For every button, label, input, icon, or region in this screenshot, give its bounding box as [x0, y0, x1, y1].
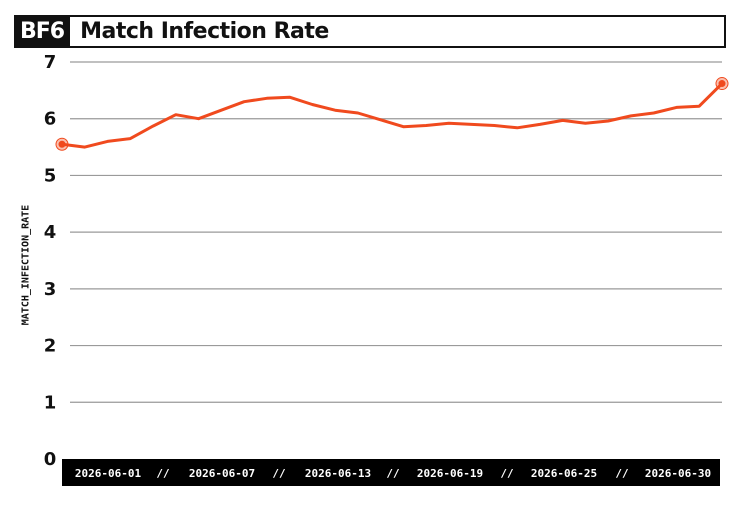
x-tick-label: 2026-06-01 [75, 467, 142, 480]
chart-title: Match Infection Rate [80, 19, 329, 44]
y-tick-label: 5 [44, 165, 57, 186]
x-tick-label: 2026-06-19 [417, 467, 483, 480]
x-tick-label: 2026-06-13 [305, 467, 371, 480]
x-tick-separator: // [386, 467, 400, 480]
x-tick-separator: // [272, 467, 286, 480]
x-tick-separator: // [500, 467, 514, 480]
y-tick-label: 3 [44, 279, 57, 300]
title-bar: BF6 Match Infection Rate [14, 15, 726, 48]
bf6-logo: BF6 [14, 15, 71, 48]
x-tick-label: 2026-06-30 [645, 467, 711, 480]
x-tick-label: 2026-06-25 [531, 467, 597, 480]
y-tick-label: 7 [44, 52, 57, 73]
x-tick-label: 2026-06-07 [189, 467, 255, 480]
y-tick-label: 1 [44, 392, 57, 413]
x-axis-bar [62, 459, 720, 486]
x-tick-separator: // [615, 467, 629, 480]
endpoint-marker [718, 80, 726, 88]
y-tick-label: 0 [44, 449, 57, 470]
y-tick-label: 2 [44, 336, 57, 357]
y-tick-label: 6 [44, 109, 57, 130]
endpoint-marker [58, 140, 66, 148]
x-tick-separator: // [156, 467, 170, 480]
y-tick-label: 4 [44, 222, 57, 243]
series-line [60, 82, 724, 149]
